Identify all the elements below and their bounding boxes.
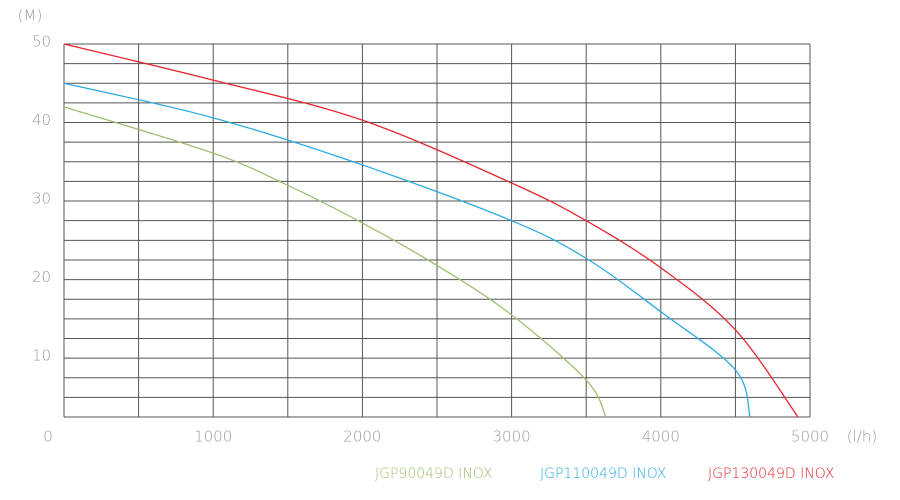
x-tick-label: 5000 bbox=[791, 428, 829, 446]
legend-entry: JGP130049D INOX bbox=[708, 466, 834, 482]
y-tick-label: 50 bbox=[32, 33, 51, 51]
series-line bbox=[63, 43, 799, 418]
legend-entry: JGP110049D INOX bbox=[540, 466, 666, 482]
x-tick-label: 3000 bbox=[493, 428, 531, 446]
y-tick-label: 30 bbox=[32, 190, 51, 208]
x-tick-label: 1000 bbox=[194, 428, 232, 446]
legend-entry: JGP90049D INOX bbox=[375, 466, 493, 482]
y-tick-label: 40 bbox=[32, 111, 51, 129]
x-tick-label: 2000 bbox=[343, 428, 381, 446]
x-tick-label: 4000 bbox=[642, 428, 680, 446]
series-line bbox=[63, 82, 751, 418]
x-tick-label: 0 bbox=[43, 428, 53, 446]
y-tick-label: 20 bbox=[32, 268, 51, 286]
y-axis-label: (M) bbox=[18, 7, 43, 25]
series-line bbox=[63, 106, 607, 418]
y-tick-label: 10 bbox=[32, 347, 51, 365]
x-axis-label: (l/h) bbox=[847, 428, 877, 446]
